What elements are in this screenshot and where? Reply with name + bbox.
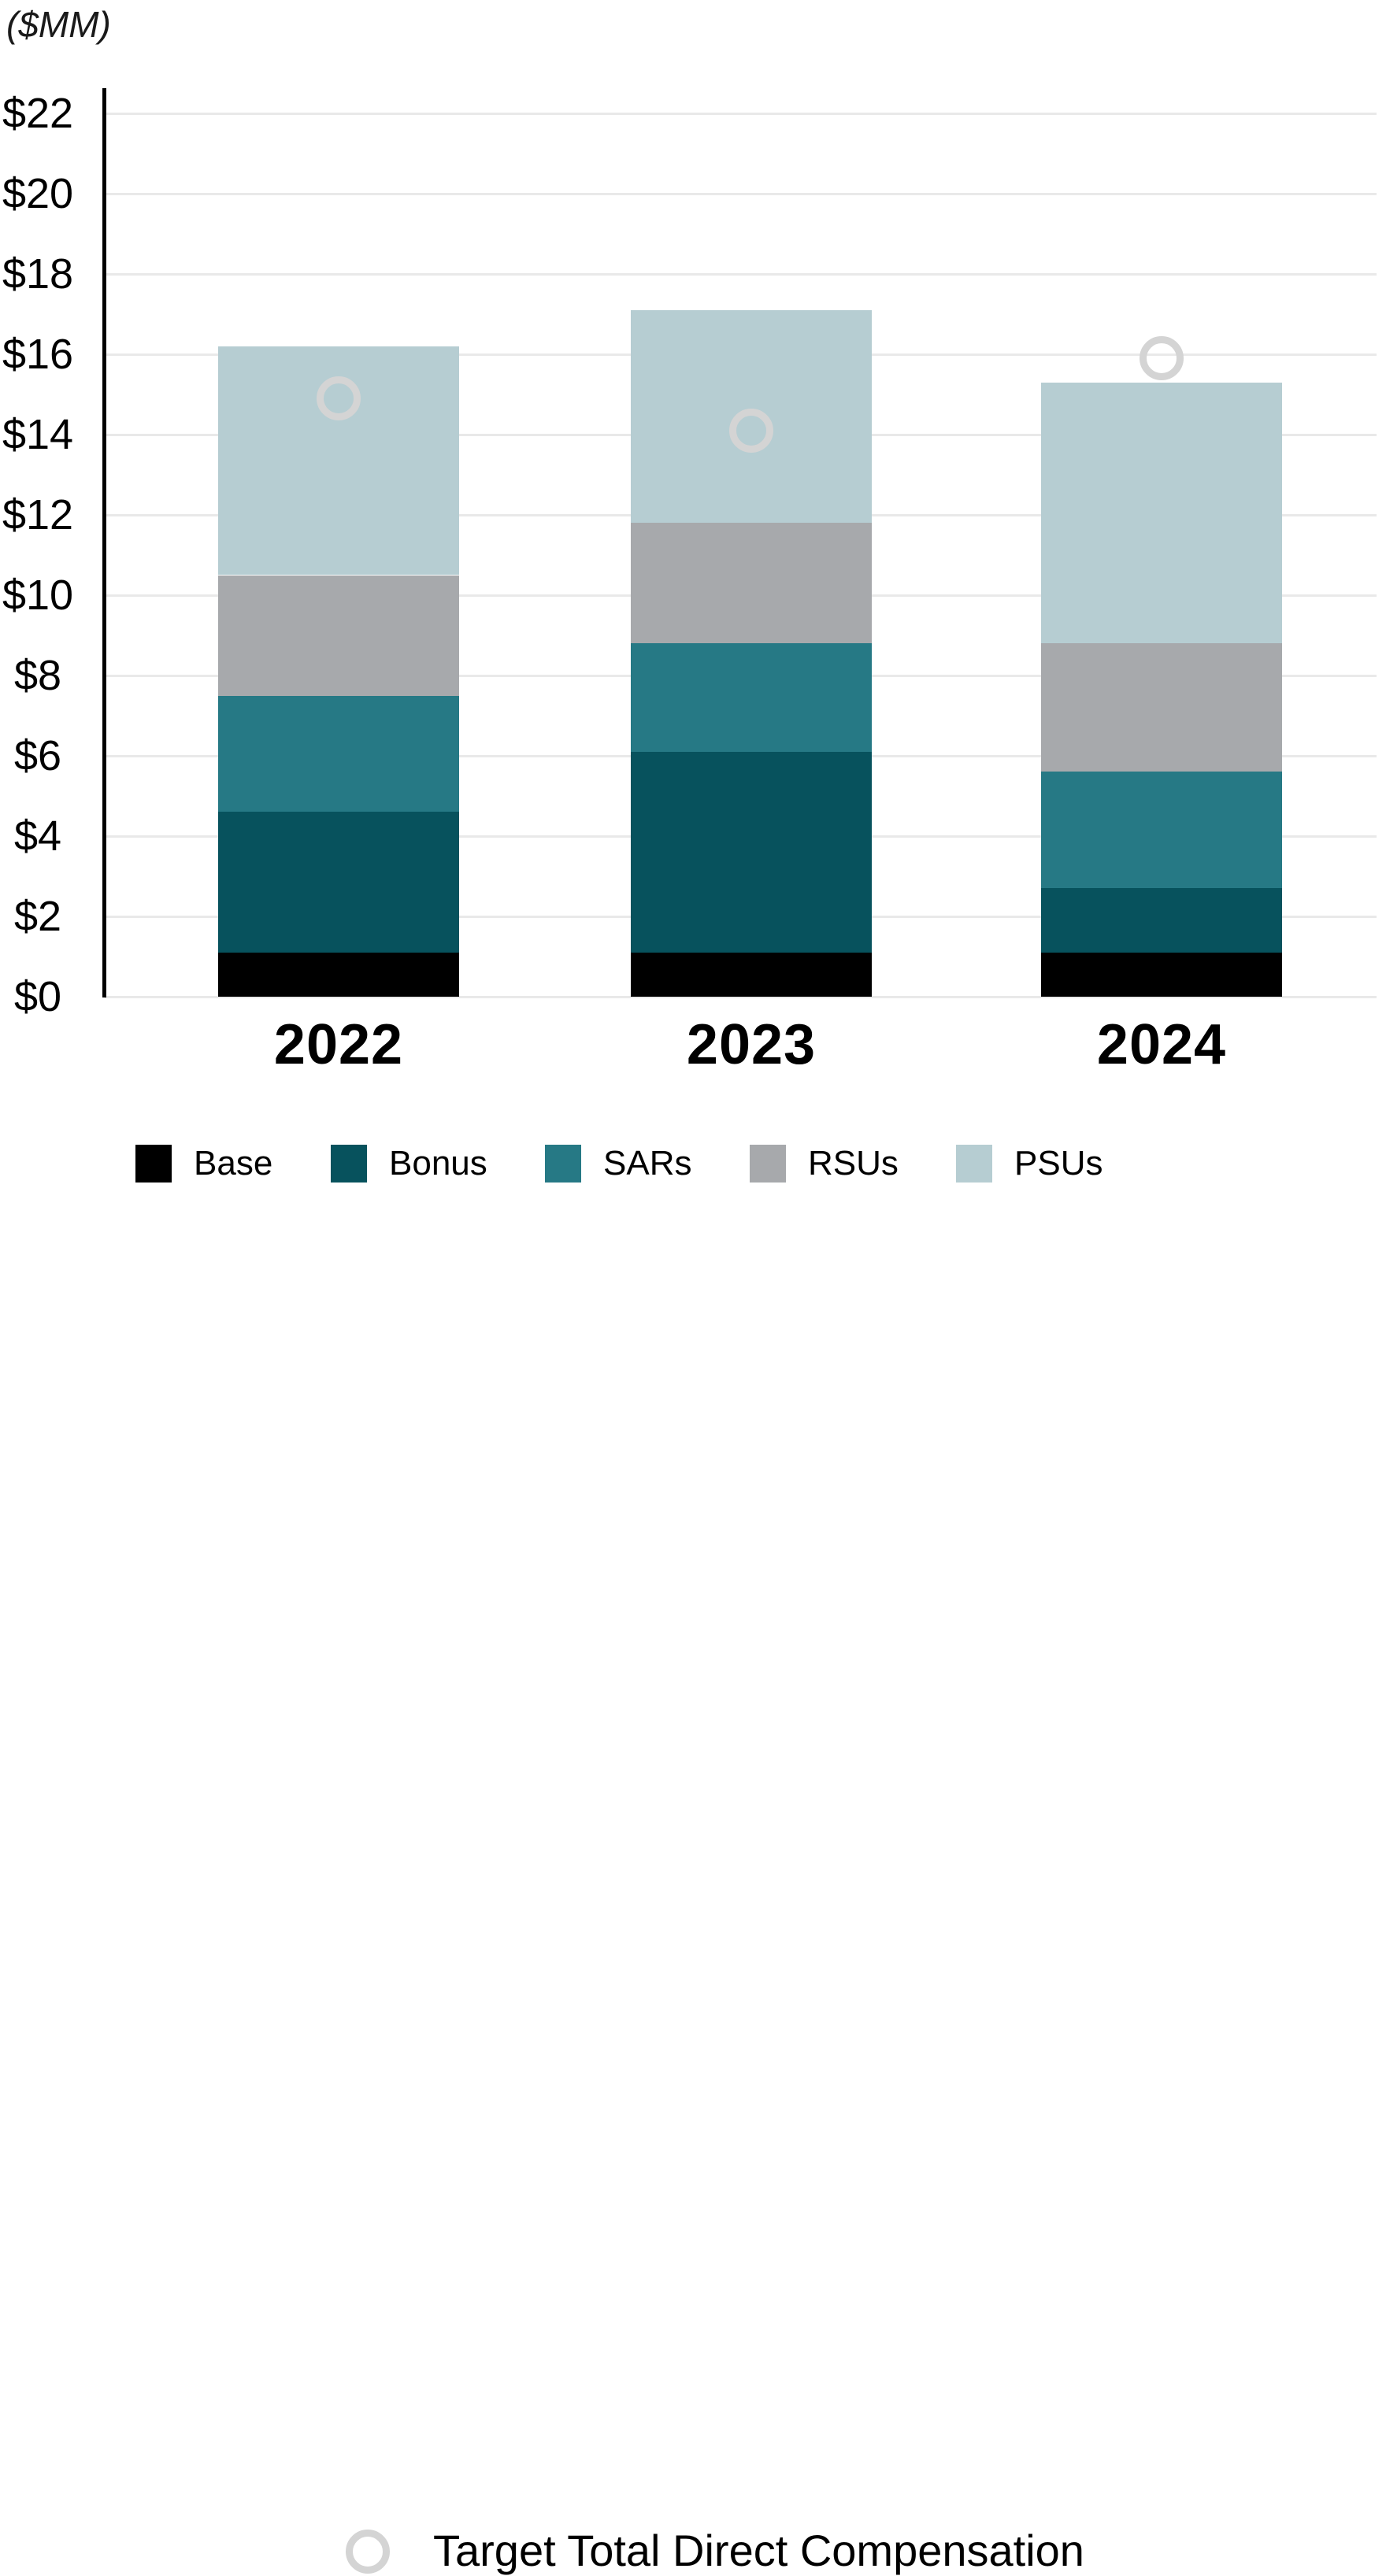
gridline-18 <box>105 273 1377 276</box>
legend-label-bonus: Bonus <box>389 1144 487 1183</box>
target-legend: Target Total Direct Compensation <box>0 1260 1386 2575</box>
y-tick-label: $10 <box>2 572 74 619</box>
target-marker-2024 <box>1140 336 1184 381</box>
legend-swatch-bonus <box>331 1145 367 1183</box>
legend-label-psus: PSUs <box>1014 1144 1103 1183</box>
legend-label-base: Base <box>194 1144 273 1183</box>
series-legend: Base Bonus SARs RSUs PSUs <box>0 1143 1386 1186</box>
target-marker-2022 <box>317 376 361 421</box>
y-axis-line <box>102 88 106 997</box>
target-legend-label: Target Total Direct Compensation <box>433 2526 1084 2575</box>
legend-label-sars: SARs <box>603 1144 692 1183</box>
bar-segment-2023-base <box>631 952 872 997</box>
legend-item-bonus: Bonus <box>331 1143 487 1184</box>
y-tick-label: $22 <box>2 90 74 137</box>
x-axis-labels: 2022 2023 2024 <box>102 1012 1377 1083</box>
y-axis-tick-labels: $0 $2 $4 $6 $8 $10 $12 $14 $16 $18 $20 $22 <box>0 88 76 1019</box>
y-tick-label: $4 <box>13 812 62 860</box>
gridline-22 <box>105 113 1377 115</box>
target-circle-icon <box>346 2530 390 2574</box>
y-tick-label: $18 <box>2 250 74 298</box>
gridline-0 <box>105 996 1377 998</box>
legend-item-rsus: RSUs <box>750 1143 899 1184</box>
legend-item-sars: SARs <box>545 1143 691 1184</box>
y-tick-label: $14 <box>2 411 74 458</box>
legend-swatch-sars <box>545 1145 581 1183</box>
legend-swatch-rsus <box>750 1145 786 1183</box>
target-marker-2023 <box>729 408 773 453</box>
bar-segment-2024-sars <box>1041 772 1282 889</box>
bar-segment-2022-rsus <box>218 575 459 696</box>
y-tick-label: $6 <box>13 732 62 779</box>
bar-segment-2023-bonus <box>631 751 872 953</box>
bar-segment-2022-base <box>218 952 459 997</box>
y-tick-label: $0 <box>13 973 62 1020</box>
bar-segment-2024-bonus <box>1041 888 1282 953</box>
bar-segment-2023-sars <box>631 643 872 752</box>
plot-area <box>102 88 1377 998</box>
legend-swatch-base <box>135 1145 172 1183</box>
x-axis-label-2022: 2022 <box>273 1013 404 1076</box>
x-axis-label-2024: 2024 <box>1096 1013 1227 1076</box>
gridline-20 <box>105 193 1377 195</box>
y-tick-label: $12 <box>2 491 74 539</box>
y-tick-label: $20 <box>2 170 74 217</box>
y-tick-label: $2 <box>13 893 62 940</box>
legend-item-base: Base <box>135 1143 272 1184</box>
chart-unit-label: ($MM) <box>6 4 111 45</box>
bar-segment-2022-sars <box>218 695 459 812</box>
bar-segment-2022-bonus <box>218 812 459 953</box>
bar-segment-2024-rsus <box>1041 643 1282 772</box>
x-axis-label-2023: 2023 <box>686 1013 817 1076</box>
legend-item-psus: PSUs <box>956 1143 1102 1184</box>
bar-segment-2023-rsus <box>631 523 872 644</box>
bar-segment-2024-psus <box>1041 382 1282 644</box>
bar-segment-2024-base <box>1041 952 1282 997</box>
legend-swatch-psus <box>956 1145 992 1183</box>
legend-label-rsus: RSUs <box>808 1144 899 1183</box>
y-tick-label: $16 <box>2 331 74 378</box>
y-tick-label: $8 <box>13 652 62 699</box>
